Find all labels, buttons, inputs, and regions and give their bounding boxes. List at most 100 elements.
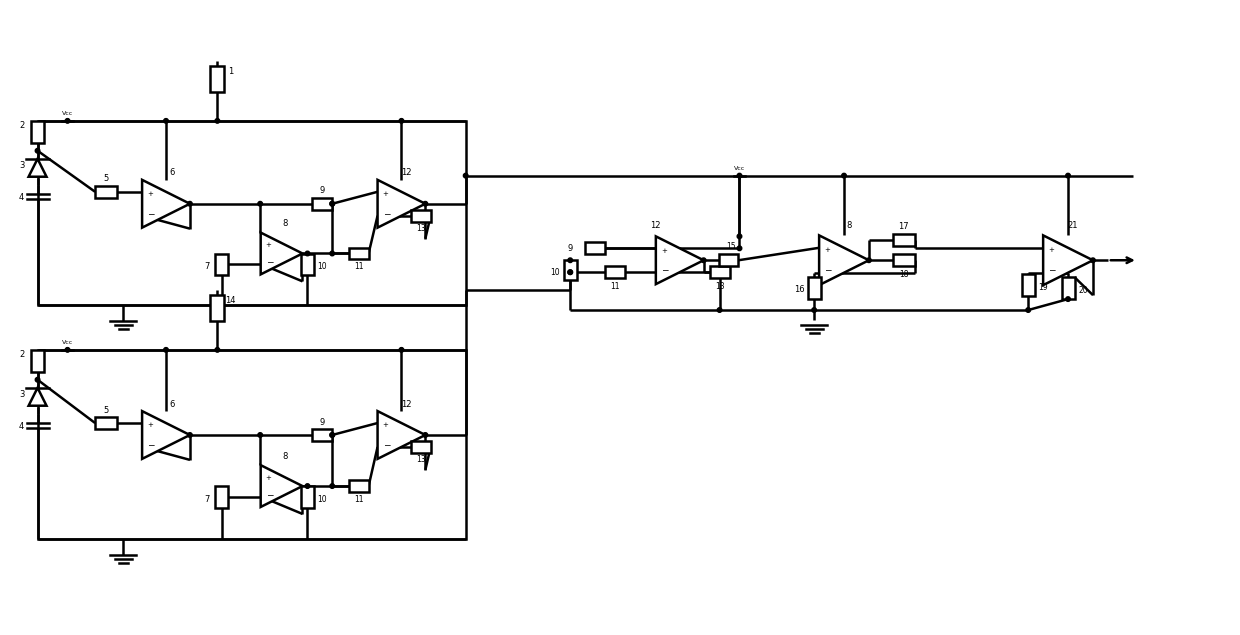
Text: 13: 13 [415, 224, 425, 233]
Text: −: − [148, 209, 155, 218]
Text: +: + [825, 247, 830, 253]
Text: 9: 9 [320, 186, 325, 196]
Bar [216, 253, 228, 276]
Text: 6: 6 [170, 399, 175, 408]
Circle shape [738, 173, 742, 178]
Bar [807, 277, 821, 299]
Circle shape [717, 308, 722, 312]
Polygon shape [143, 180, 190, 227]
Bar [211, 66, 224, 92]
Bar [585, 243, 605, 254]
Circle shape [568, 270, 573, 274]
Circle shape [215, 119, 219, 123]
Bar [1061, 277, 1075, 299]
Circle shape [464, 173, 467, 178]
Polygon shape [820, 236, 869, 285]
Bar [31, 121, 45, 143]
Polygon shape [29, 159, 47, 177]
Circle shape [1065, 297, 1070, 302]
Text: +: + [265, 475, 272, 481]
Circle shape [35, 149, 40, 153]
Polygon shape [260, 465, 303, 507]
Circle shape [568, 270, 573, 274]
Polygon shape [260, 232, 303, 274]
Bar [211, 295, 224, 321]
Circle shape [423, 432, 428, 438]
Polygon shape [377, 411, 425, 459]
Text: 8: 8 [281, 219, 288, 228]
Polygon shape [656, 236, 703, 284]
Bar [348, 248, 368, 260]
Bar [37, 121, 466, 305]
Circle shape [399, 119, 404, 123]
Text: 16: 16 [794, 284, 805, 293]
Text: 12: 12 [402, 399, 412, 408]
Circle shape [258, 432, 263, 438]
Bar [410, 441, 430, 453]
Text: 1: 1 [228, 67, 233, 76]
Text: 11: 11 [353, 495, 363, 504]
Text: +: + [661, 248, 667, 254]
Circle shape [330, 201, 335, 206]
Text: −: − [1048, 265, 1055, 275]
Bar [312, 429, 332, 441]
Circle shape [702, 258, 706, 262]
Text: 3: 3 [19, 161, 25, 170]
Text: 15: 15 [727, 242, 737, 251]
Circle shape [423, 201, 428, 206]
Text: 5: 5 [103, 406, 109, 415]
Text: +: + [1048, 247, 1054, 253]
Text: 13: 13 [415, 455, 425, 464]
Bar [893, 234, 915, 246]
Bar [301, 253, 314, 276]
Text: 17: 17 [899, 222, 909, 231]
Text: 3: 3 [19, 390, 25, 399]
Text: 12: 12 [650, 221, 660, 230]
Circle shape [330, 251, 335, 256]
Circle shape [187, 432, 192, 438]
Circle shape [330, 432, 335, 438]
Bar [216, 486, 228, 509]
Text: 12: 12 [402, 168, 412, 177]
Bar [312, 197, 332, 210]
Text: 8: 8 [281, 451, 288, 460]
Text: 21: 21 [1068, 221, 1079, 230]
Text: −: − [383, 209, 391, 218]
Bar [893, 254, 915, 266]
Text: 4: 4 [19, 193, 25, 202]
Bar [718, 254, 739, 266]
Text: +: + [383, 191, 388, 197]
Text: 11: 11 [353, 262, 363, 271]
Text: −: − [825, 265, 832, 275]
Circle shape [305, 251, 310, 256]
Text: −: − [265, 490, 273, 499]
Text: 13: 13 [714, 282, 724, 291]
Circle shape [330, 201, 335, 206]
Polygon shape [29, 388, 47, 406]
Text: 19: 19 [1038, 283, 1048, 291]
Circle shape [1065, 173, 1070, 178]
Text: Vcc: Vcc [734, 166, 745, 171]
Circle shape [738, 246, 742, 251]
Bar [1022, 274, 1034, 296]
Text: +: + [265, 242, 272, 248]
Circle shape [164, 119, 169, 123]
Circle shape [187, 201, 192, 206]
Circle shape [842, 173, 847, 178]
Circle shape [1025, 308, 1030, 312]
Text: 5: 5 [103, 175, 109, 184]
Text: 10: 10 [317, 495, 327, 504]
Circle shape [164, 347, 169, 352]
Polygon shape [377, 180, 425, 227]
Text: 2: 2 [19, 121, 25, 130]
Circle shape [1091, 258, 1095, 262]
Text: 7: 7 [205, 262, 210, 271]
Bar [31, 350, 45, 371]
Text: +: + [383, 422, 388, 429]
Text: +: + [148, 422, 153, 429]
Bar [301, 486, 314, 509]
Text: 10: 10 [317, 262, 327, 271]
Text: −: − [661, 265, 668, 274]
Text: 10: 10 [551, 268, 560, 277]
Text: 18: 18 [899, 270, 909, 279]
